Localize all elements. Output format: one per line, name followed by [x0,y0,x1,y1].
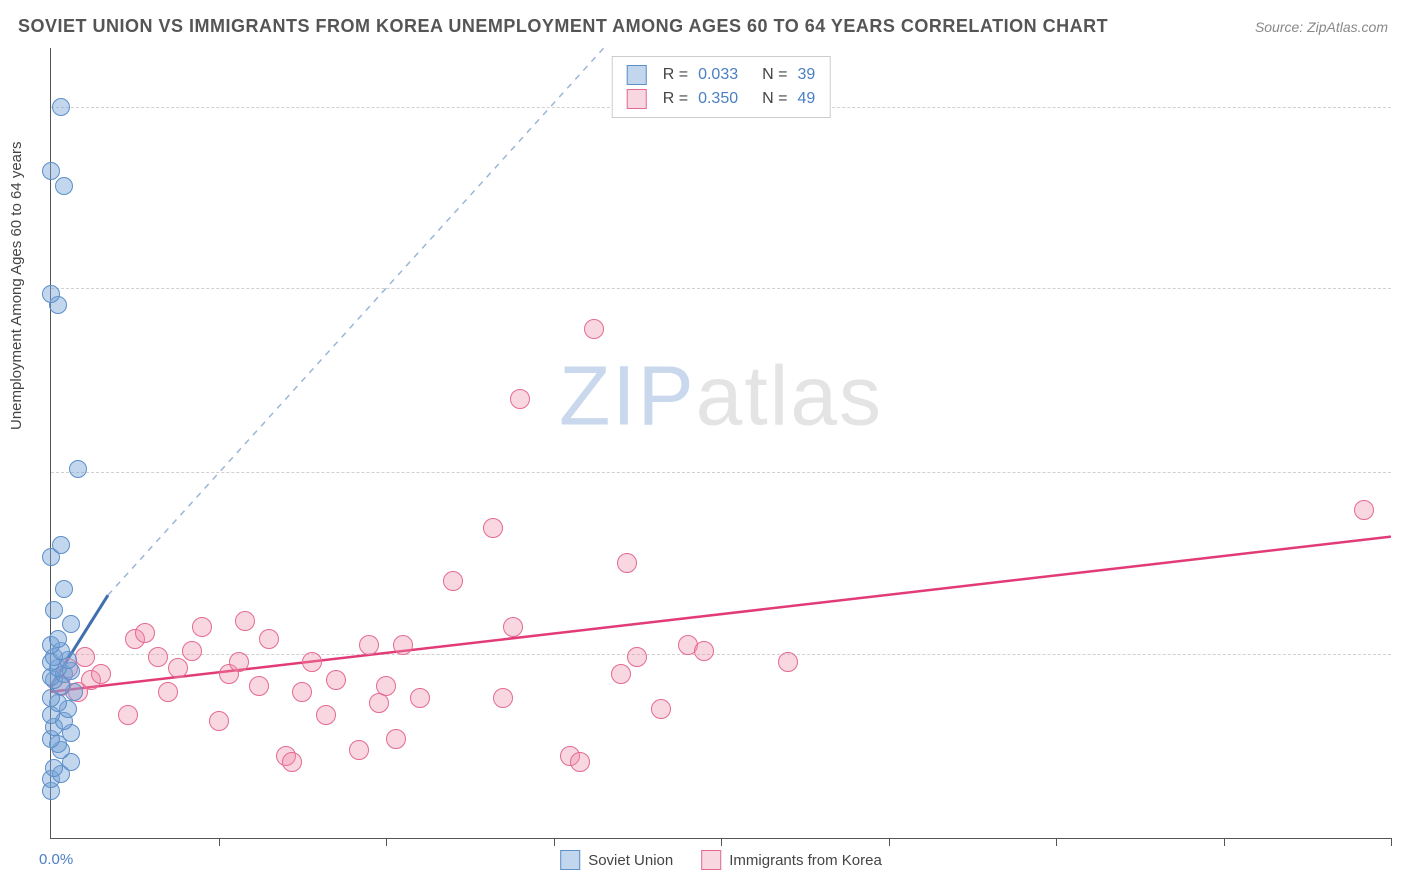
x-tick [386,838,387,846]
korea-n-value: 49 [797,87,815,111]
data-point-soviet [49,630,67,648]
x-tick [721,838,722,846]
gridline [51,472,1391,473]
legend-label-soviet: Soviet Union [588,852,673,869]
chart-area: ZIPatlas R = 0.033 N = 39 R = 0.350 N = … [50,48,1390,838]
n-label: N = [762,87,787,111]
legend-stats-row-soviet: R = 0.033 N = 39 [627,63,816,87]
trend-lines-svg [51,48,1391,838]
data-point-korea [584,319,604,339]
y-axis-label: Unemployment Among Ages 60 to 64 years [8,141,25,430]
data-point-soviet [45,601,63,619]
legend-label-korea: Immigrants from Korea [729,852,882,869]
data-point-korea [694,641,714,661]
r-label: R = [663,87,688,111]
chart-title: SOVIET UNION VS IMMIGRANTS FROM KOREA UN… [18,16,1108,37]
data-point-soviet [42,285,60,303]
x-tick [1391,838,1392,846]
data-point-korea [282,752,302,772]
data-point-soviet [62,615,80,633]
legend-swatch-korea [701,850,721,870]
legend-stats: R = 0.033 N = 39 R = 0.350 N = 49 [612,56,831,118]
soviet-n-value: 39 [797,63,815,87]
data-point-soviet [52,536,70,554]
korea-r-value: 0.350 [698,87,738,111]
data-point-korea [249,676,269,696]
data-point-korea [570,752,590,772]
data-point-korea [393,635,413,655]
gridline [51,654,1391,655]
data-point-korea [359,635,379,655]
data-point-korea [235,611,255,631]
data-point-korea [349,740,369,760]
data-point-korea [118,705,138,725]
x-tick [1056,838,1057,846]
data-point-korea [182,641,202,661]
chart-header: SOVIET UNION VS IMMIGRANTS FROM KOREA UN… [18,16,1388,37]
data-point-korea [510,389,530,409]
watermark-part2: atlas [696,348,883,442]
data-point-korea [209,711,229,731]
legend-item-soviet: Soviet Union [560,850,673,870]
data-point-korea [135,623,155,643]
n-label: N = [762,63,787,87]
data-point-soviet [55,177,73,195]
x-tick [889,838,890,846]
data-point-soviet [42,162,60,180]
data-point-korea [651,699,671,719]
data-point-korea [316,705,336,725]
data-point-soviet [69,460,87,478]
gridline [51,288,1391,289]
data-point-soviet [55,580,73,598]
legend-stats-row-korea: R = 0.350 N = 49 [627,87,816,111]
data-point-korea [259,629,279,649]
data-point-korea [503,617,523,637]
data-point-korea [158,682,178,702]
data-point-korea [627,647,647,667]
legend-swatch-soviet [560,850,580,870]
data-point-korea [778,652,798,672]
r-label: R = [663,63,688,87]
data-point-korea [192,617,212,637]
data-point-korea [148,647,168,667]
data-point-korea [302,652,322,672]
data-point-korea [617,553,637,573]
data-point-soviet [52,98,70,116]
plot-region: ZIPatlas R = 0.033 N = 39 R = 0.350 N = … [50,48,1391,839]
data-point-korea [91,664,111,684]
x-tick [554,838,555,846]
data-point-korea [75,647,95,667]
data-point-korea [493,688,513,708]
legend-swatch-korea [627,89,647,109]
soviet-r-value: 0.033 [698,63,738,87]
watermark-part1: ZIP [559,348,696,442]
x-tick [1224,838,1225,846]
data-point-korea [1354,500,1374,520]
data-point-korea [326,670,346,690]
legend-swatch-soviet [627,65,647,85]
legend-series: Soviet Union Immigrants from Korea [560,850,882,870]
legend-item-korea: Immigrants from Korea [701,850,882,870]
watermark: ZIPatlas [559,347,883,444]
data-point-korea [229,652,249,672]
data-point-korea [386,729,406,749]
data-point-korea [483,518,503,538]
x-axis-min-label: 0.0% [39,851,73,868]
data-point-korea [292,682,312,702]
data-point-korea [369,693,389,713]
x-tick [219,838,220,846]
data-point-korea [376,676,396,696]
data-point-korea [443,571,463,591]
data-point-korea [168,658,188,678]
data-point-soviet [45,759,63,777]
data-point-korea [611,664,631,684]
chart-source: Source: ZipAtlas.com [1255,19,1388,35]
data-point-korea [410,688,430,708]
